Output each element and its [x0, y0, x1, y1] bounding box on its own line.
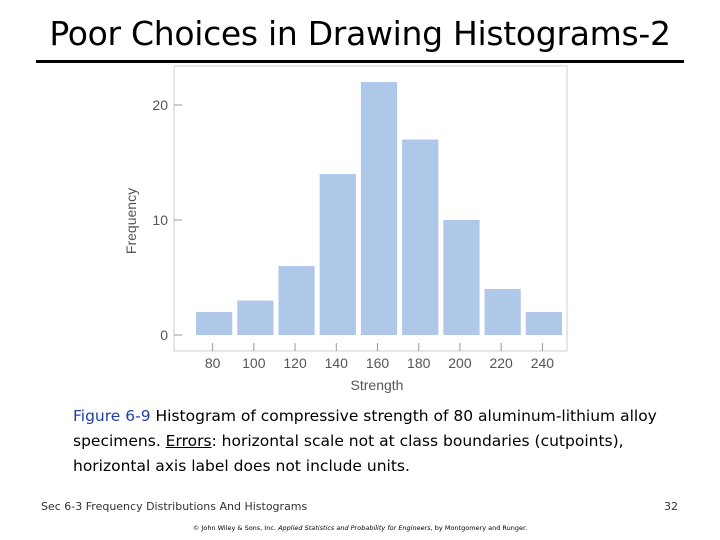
- histogram-bar: [443, 220, 480, 335]
- x-tick-label: 160: [366, 355, 390, 371]
- copyright-suffix: , by Montgomery and Runger.: [430, 524, 528, 532]
- x-tick-label: 200: [448, 355, 472, 371]
- page-number: 32: [664, 500, 678, 513]
- caption-text-2: : horizontal scale not at class boundari…: [73, 432, 624, 475]
- x-tick-label: 240: [531, 355, 555, 371]
- x-tick-label: 100: [242, 355, 266, 371]
- y-tick-label: 20: [152, 97, 168, 113]
- histogram-bar: [402, 139, 439, 335]
- histogram-bar: [360, 82, 398, 335]
- histogram-bar: [237, 300, 274, 335]
- errors-label: Errors: [165, 432, 212, 450]
- footer-section: Sec 6-3 Frequency Distributions And Hist…: [41, 500, 308, 513]
- x-tick-label: 140: [325, 355, 349, 371]
- histogram-chart: 0 10 20 80 100 120 140 160 180 200 220 240 Strengt…: [123, 65, 568, 393]
- x-tick-label: 120: [283, 355, 307, 371]
- histogram-bar: [484, 289, 521, 335]
- histogram-bar: [278, 266, 315, 335]
- figure-reference: Figure 6-9: [73, 407, 151, 425]
- x-axis-label: Strength: [351, 377, 404, 393]
- histogram-bar: [196, 312, 233, 335]
- bars-layer: [196, 82, 562, 335]
- x-axis: 80 100 120 140 160 180 200 220 240: [205, 343, 554, 371]
- x-tick-label: 80: [205, 355, 221, 371]
- x-tick-label: 220: [489, 355, 513, 371]
- y-tick-label: 0: [160, 327, 168, 343]
- y-tick-label: 10: [152, 212, 168, 228]
- y-axis: 0 10 20: [152, 97, 182, 343]
- x-tick-label: 180: [407, 355, 431, 371]
- copyright-prefix: © John Wiley & Sons, Inc.: [192, 524, 279, 532]
- footer-copyright: © John Wiley & Sons, Inc. Applied Statis…: [0, 524, 720, 532]
- y-axis-label: Frequency: [123, 188, 139, 254]
- slide-title: Poor Choices in Drawing Histograms-2: [49, 14, 671, 53]
- histogram-bar: [319, 174, 356, 335]
- figure-caption: Figure 6-9 Histogram of compressive stre…: [73, 404, 693, 479]
- book-title: Applied Statistics and Probability for E…: [278, 524, 431, 532]
- caption-text-1: Histogram of compressive strength of 80 …: [73, 407, 657, 450]
- title-underline: [36, 60, 684, 63]
- histogram-bar: [525, 312, 562, 335]
